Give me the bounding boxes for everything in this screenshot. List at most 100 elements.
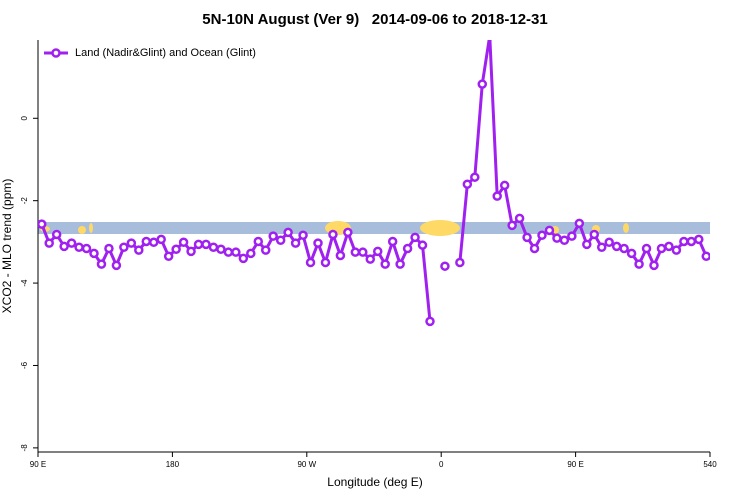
data-point <box>335 250 346 261</box>
data-point <box>178 237 189 248</box>
y-axis-label: XCO2 - MLO trend (ppm) <box>0 179 14 314</box>
data-point <box>611 241 622 252</box>
data-point <box>679 236 689 247</box>
data-point <box>320 257 331 268</box>
data-point <box>365 254 376 264</box>
data-point <box>141 236 152 247</box>
data-point <box>290 238 301 248</box>
y-tick-label: -8 <box>20 444 29 452</box>
data-point <box>559 235 570 245</box>
data-point <box>656 243 667 254</box>
x-tick-label: 90 E <box>567 460 583 469</box>
data-point <box>156 234 166 245</box>
data-point <box>275 235 286 245</box>
data-point <box>417 240 428 250</box>
data-point <box>163 251 174 262</box>
data-point <box>604 237 614 248</box>
data-point <box>440 261 450 271</box>
data-point <box>134 245 144 255</box>
data-point <box>395 259 405 269</box>
data-point <box>223 247 234 257</box>
data-point <box>387 236 398 247</box>
data-point <box>260 245 271 255</box>
x-axis-label: Longitude (deg E) <box>327 475 422 489</box>
data-point <box>544 225 555 236</box>
data-point <box>171 244 181 255</box>
data-point <box>298 230 308 241</box>
data-point <box>455 257 465 268</box>
data-point <box>380 259 390 269</box>
data-point <box>574 218 585 229</box>
data-point <box>537 230 547 241</box>
data-point <box>664 241 674 252</box>
legend-label: Land (Nadir&Glint) and Ocean (Glint) <box>75 47 256 59</box>
data-point <box>487 40 493 41</box>
y-tick-label: -4 <box>20 279 29 287</box>
background-strip <box>38 220 710 236</box>
data-point <box>216 244 226 255</box>
y-tick-label: 0 <box>20 116 29 121</box>
data-point <box>626 248 637 259</box>
data-point <box>96 259 107 269</box>
data-point <box>51 229 62 240</box>
data-point <box>89 248 99 259</box>
data-point <box>499 180 510 191</box>
plot-area <box>38 40 710 327</box>
data-point <box>619 243 629 254</box>
x-tick-label: 180 <box>166 460 180 469</box>
data-point <box>186 246 196 257</box>
data-point <box>350 247 361 257</box>
data-point <box>148 237 159 248</box>
data-point <box>514 213 525 224</box>
data-point <box>268 231 278 241</box>
data-point <box>111 260 122 271</box>
data-point <box>193 239 204 250</box>
data-point <box>283 227 293 238</box>
data-point <box>462 179 473 189</box>
data-point <box>328 229 338 240</box>
data-point <box>522 232 532 243</box>
data-point <box>44 238 54 248</box>
data-point <box>104 243 114 254</box>
data-point <box>231 247 241 257</box>
data-point <box>358 247 368 257</box>
data-point <box>641 243 652 254</box>
data-point <box>694 234 704 245</box>
y-tick-label: -2 <box>20 197 29 205</box>
data-point <box>410 232 420 243</box>
data-point <box>208 242 219 252</box>
legend-marker <box>51 48 61 58</box>
data-point <box>634 259 644 269</box>
data-point <box>119 242 129 252</box>
data-point <box>671 245 682 255</box>
data-point <box>81 243 92 254</box>
data-point <box>589 229 600 240</box>
data-point <box>402 243 413 254</box>
data-point <box>253 236 264 247</box>
data-point <box>507 220 517 231</box>
data-point <box>477 79 488 89</box>
data-point <box>582 239 592 250</box>
data-point <box>38 219 47 229</box>
y-tick-label: -6 <box>20 361 29 369</box>
chart-title: 5N-10N August (Ver 9) 2014-09-06 to 2018… <box>202 11 547 28</box>
series-line <box>40 223 432 322</box>
data-point <box>305 257 316 268</box>
data-point <box>201 239 211 250</box>
data-point <box>425 316 435 327</box>
data-point <box>649 260 659 271</box>
data-point <box>246 248 256 259</box>
data-point <box>529 243 540 254</box>
data-point <box>66 238 77 248</box>
data-point <box>74 242 84 252</box>
data-point <box>596 242 607 252</box>
data-point <box>567 231 577 241</box>
data-point <box>552 233 562 243</box>
x-tick-label: 90 W <box>297 460 316 469</box>
x-tick-label: 90 E <box>30 460 46 469</box>
data-point <box>372 246 383 257</box>
data-point <box>238 253 249 264</box>
data-point <box>313 238 323 248</box>
data-point <box>59 241 69 252</box>
